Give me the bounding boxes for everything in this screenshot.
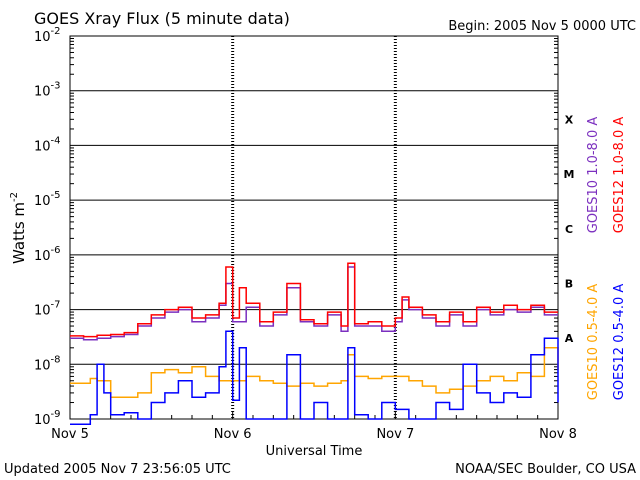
y-tick-base: 10 <box>34 194 51 209</box>
y-tick-exponent: -4 <box>51 135 61 146</box>
x-tick-label: Nov 7 <box>376 427 414 442</box>
x-tick-label: Nov 6 <box>214 427 252 442</box>
series-layer <box>70 262 559 426</box>
plot-border <box>69 35 559 420</box>
begin-label: Begin: 2005 Nov 5 0000 UTC <box>448 19 636 34</box>
series-line <box>70 347 559 398</box>
y-tick-base: 10 <box>34 249 51 264</box>
y-axis-label-exponent: -2 <box>9 192 20 202</box>
y-tick-exponent: -7 <box>51 300 61 311</box>
y-tick-label: 10-4 <box>34 135 61 154</box>
y-tick-exponent: -9 <box>51 409 61 420</box>
updated-timestamp: Updated 2005 Nov 7 23:56:05 UTC <box>4 462 231 477</box>
legend-entry: GOES12 1.0-8.0 A <box>612 117 627 234</box>
x-tick-label: Nov 8 <box>539 427 577 442</box>
y-tick-label: 10-2 <box>34 26 61 45</box>
y-tick-label: 10-3 <box>34 81 61 100</box>
y-tick-labels: 10-210-310-410-510-610-710-810-9 <box>34 26 61 428</box>
y-tick-base: 10 <box>34 304 51 319</box>
y-tick-exponent: -5 <box>51 190 61 201</box>
y-axis-label-group: Watts m-2 <box>9 192 28 264</box>
legend-entry: GOES10 0.5-4.0 A <box>586 284 601 401</box>
y-tick-label: 10-8 <box>34 354 61 373</box>
flare-class-label: A <box>565 332 574 345</box>
y-tick-base: 10 <box>34 139 51 154</box>
y-tick-label: 10-6 <box>34 245 61 264</box>
flare-class-label: X <box>565 113 574 126</box>
y-axis-label-main: Watts m <box>10 202 28 264</box>
chart-title: GOES Xray Flux (5 minute data) <box>34 9 290 28</box>
grid-layer <box>69 36 559 419</box>
y-tick-label: 10-9 <box>34 409 61 428</box>
y-tick-exponent: -6 <box>51 245 61 256</box>
flare-class-labels: X M C B A <box>564 113 575 345</box>
legend-entry: GOES12 0.5-4.0 A <box>612 284 627 401</box>
y-tick-base: 10 <box>34 30 51 45</box>
y-tick-exponent: -2 <box>51 26 61 37</box>
y-tick-label: 10-7 <box>34 300 61 319</box>
flare-class-label: M <box>564 168 575 181</box>
series-line <box>70 330 559 426</box>
series-line <box>70 266 558 341</box>
y-tick-base: 10 <box>34 85 51 100</box>
x-axis-label: Universal Time <box>266 444 363 459</box>
legend: GOES10 1.0-8.0 A GOES12 1.0-8.0 A GOES10 0… <box>586 117 627 401</box>
x-tick-label: Nov 5 <box>51 427 89 442</box>
x-tick-labels: Nov 5 Nov 6 Nov 7 Nov 8 <box>51 427 577 442</box>
flare-class-label: C <box>565 223 573 236</box>
y-tick-exponent: -3 <box>51 81 61 92</box>
plot-frame <box>69 35 559 420</box>
y-tick-exponent: -8 <box>51 354 61 365</box>
series-line <box>70 262 558 338</box>
y-tick-base: 10 <box>34 413 51 428</box>
y-axis-label: Watts m-2 <box>9 192 28 264</box>
y-tick-label: 10-5 <box>34 190 61 209</box>
legend-entry: GOES10 1.0-8.0 A <box>586 117 601 234</box>
y-tick-base: 10 <box>34 358 51 373</box>
noaa-credit: NOAA/SEC Boulder, CO USA <box>455 462 636 477</box>
flare-class-label: B <box>565 277 573 290</box>
